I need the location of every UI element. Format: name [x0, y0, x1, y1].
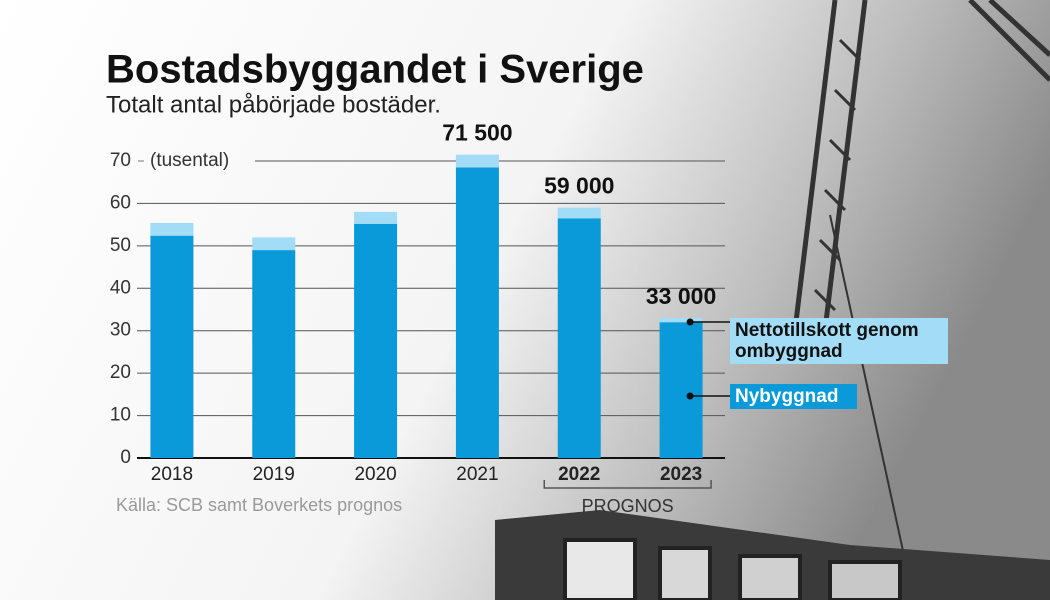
total-label: 71 500 [442, 120, 512, 146]
bar-segment [354, 211, 398, 224]
y-tick-label: 70 [110, 150, 131, 171]
bar-segment [150, 235, 194, 458]
source: Källa: SCB samt Boverkets prognos [116, 495, 402, 515]
bar-segment [354, 223, 398, 458]
forecast-label: PROGNOS [582, 496, 674, 516]
bar-segment [252, 250, 296, 458]
y-unit-label: (tusental) [150, 150, 229, 171]
legend-entry: Nybyggnad [730, 384, 857, 409]
y-tick-label: 10 [110, 405, 131, 426]
legend-dot [686, 318, 694, 326]
bar-segment [455, 167, 499, 458]
x-tick-label: 2022 [558, 464, 600, 485]
x-tick-label: 2023 [660, 464, 702, 485]
y-tick-label: 40 [110, 277, 131, 298]
legend-entry: Nettotillskott genom ombyggnad [730, 318, 948, 364]
bar-segment [252, 237, 296, 251]
bar-segment [659, 317, 703, 323]
background-photo [495, 0, 1050, 600]
total-label: 33 000 [646, 283, 716, 309]
total-label: 59 000 [544, 173, 614, 199]
y-tick-label: 30 [110, 320, 131, 341]
y-tick-label: 50 [110, 235, 131, 256]
chart-title: Bostadsbyggandet i Sverige [106, 48, 644, 92]
x-tick-label: 2019 [253, 464, 295, 485]
forecast-bracket [543, 480, 712, 489]
y-tick-label: 20 [110, 362, 131, 383]
y-tick-label: 0 [120, 447, 131, 468]
bar-segment [557, 207, 601, 219]
bar-segment [150, 222, 194, 236]
legend-dot [686, 392, 694, 400]
bar-segment [455, 154, 499, 168]
bar-segment [557, 218, 601, 458]
bar-segment [659, 322, 703, 458]
chart-subtitle: Totalt antal påbörjade bostäder. [106, 91, 441, 118]
x-tick-label: 2021 [456, 464, 498, 485]
x-tick-label: 2020 [354, 464, 396, 485]
y-tick-label: 60 [110, 192, 131, 213]
x-tick-label: 2018 [151, 464, 193, 485]
